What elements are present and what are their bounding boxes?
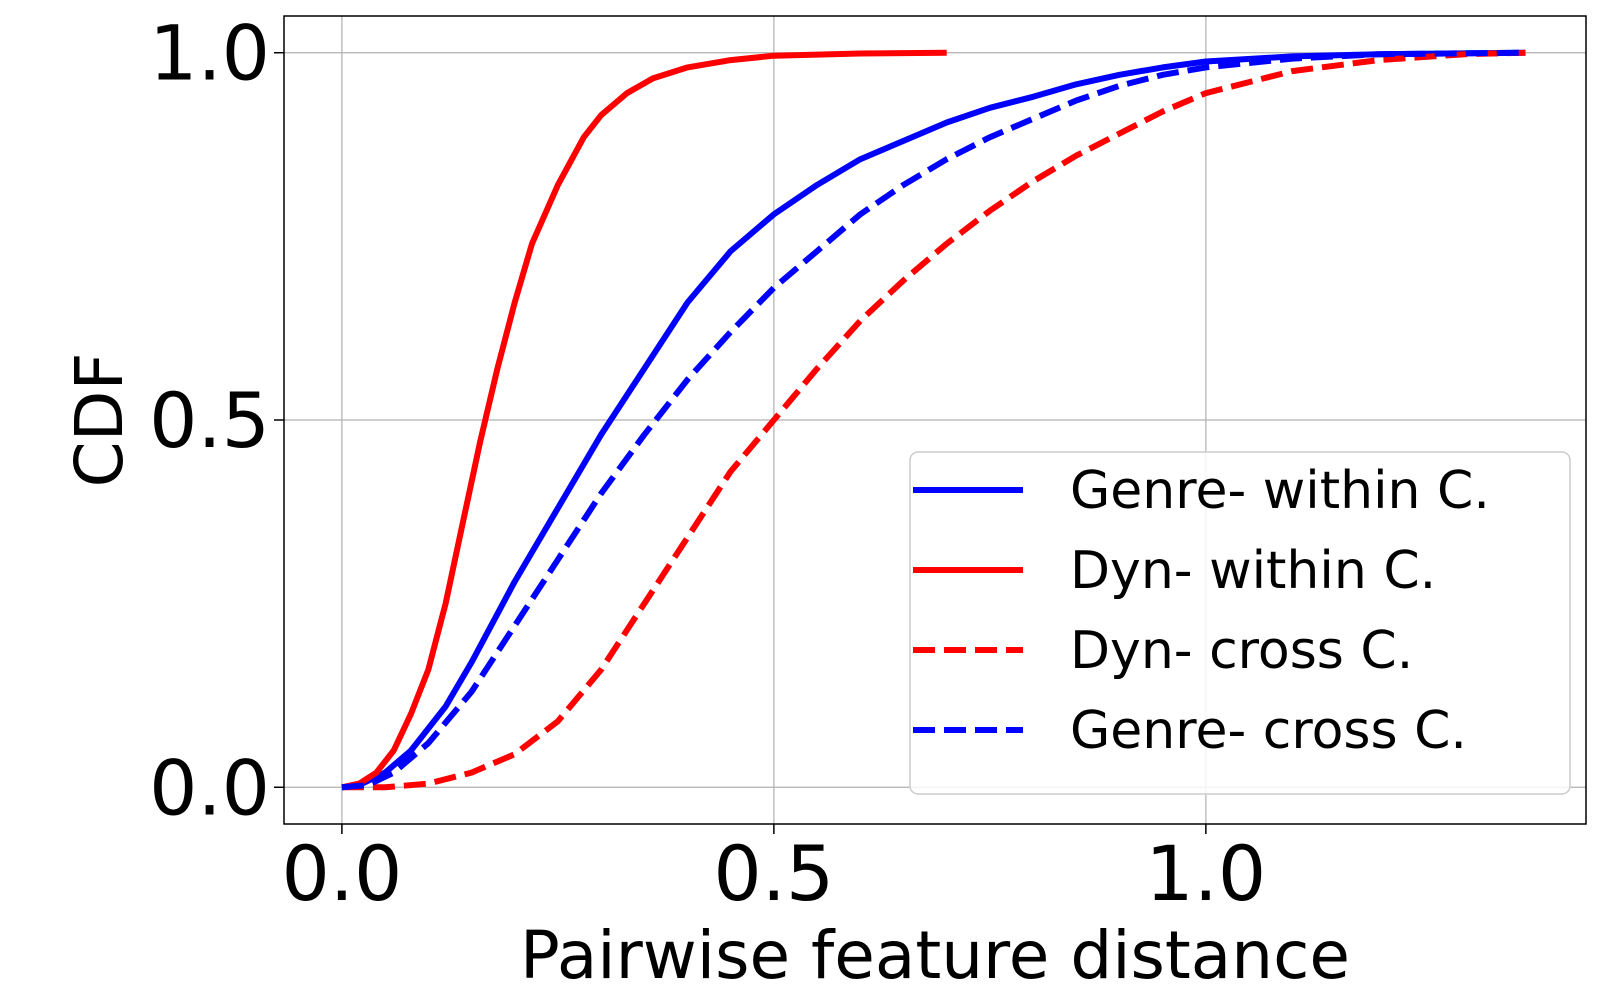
series-line-1 [341,49,1526,791]
legend-label-3: Dyn- cross C. [1070,621,1413,681]
y-tick-label: 0.5 [149,376,270,465]
y-tick-label: 0.0 [149,743,270,832]
legend: Genre- within C. Dyn- within C. Dyn- cross… [909,451,1571,795]
x-tick-label: 0.0 [281,829,402,918]
tick-layer: 0.0 0.5 1.0 0.0 0.5 1.0 [149,9,1266,918]
legend-label-4: Genre- cross C. [1070,701,1467,761]
x-axis-label: Pairwise feature distance [520,917,1350,994]
x-tick-label: 0.5 [713,829,834,918]
y-axis-label: CDF [61,353,138,488]
legend-label-2: Dyn- within C. [1070,541,1436,601]
series-line-2 [341,49,947,791]
y-tick-label: 1.0 [149,9,270,98]
series-layer [341,49,1526,791]
x-tick-label: 1.0 [1145,829,1266,918]
legend-label-1: Genre- within C. [1070,461,1490,521]
series-line-4 [341,49,1526,791]
series-line-3 [341,49,1526,791]
legend-box [909,451,1571,795]
